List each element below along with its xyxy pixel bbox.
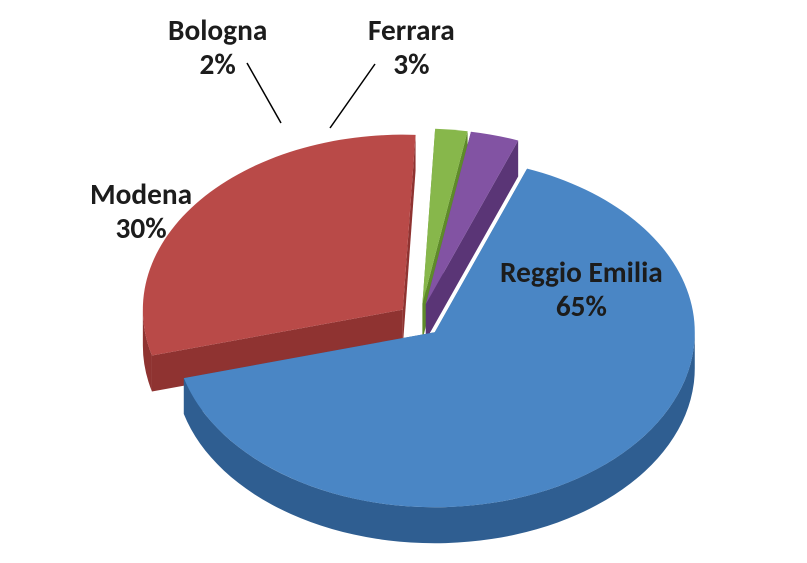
slice-label-ferrara: Ferrara 3% (368, 14, 455, 81)
slice-label-bologna: Bologna 2% (168, 14, 267, 81)
pie-chart: Reggio Emilia 65% Modena 30% Bologna 2% Fer… (0, 0, 807, 563)
slice-label-modena: Modena 30% (90, 178, 192, 245)
pie-svg (0, 0, 807, 563)
slice-label-reggio-emilia: Reggio Emilia 65% (500, 256, 663, 323)
